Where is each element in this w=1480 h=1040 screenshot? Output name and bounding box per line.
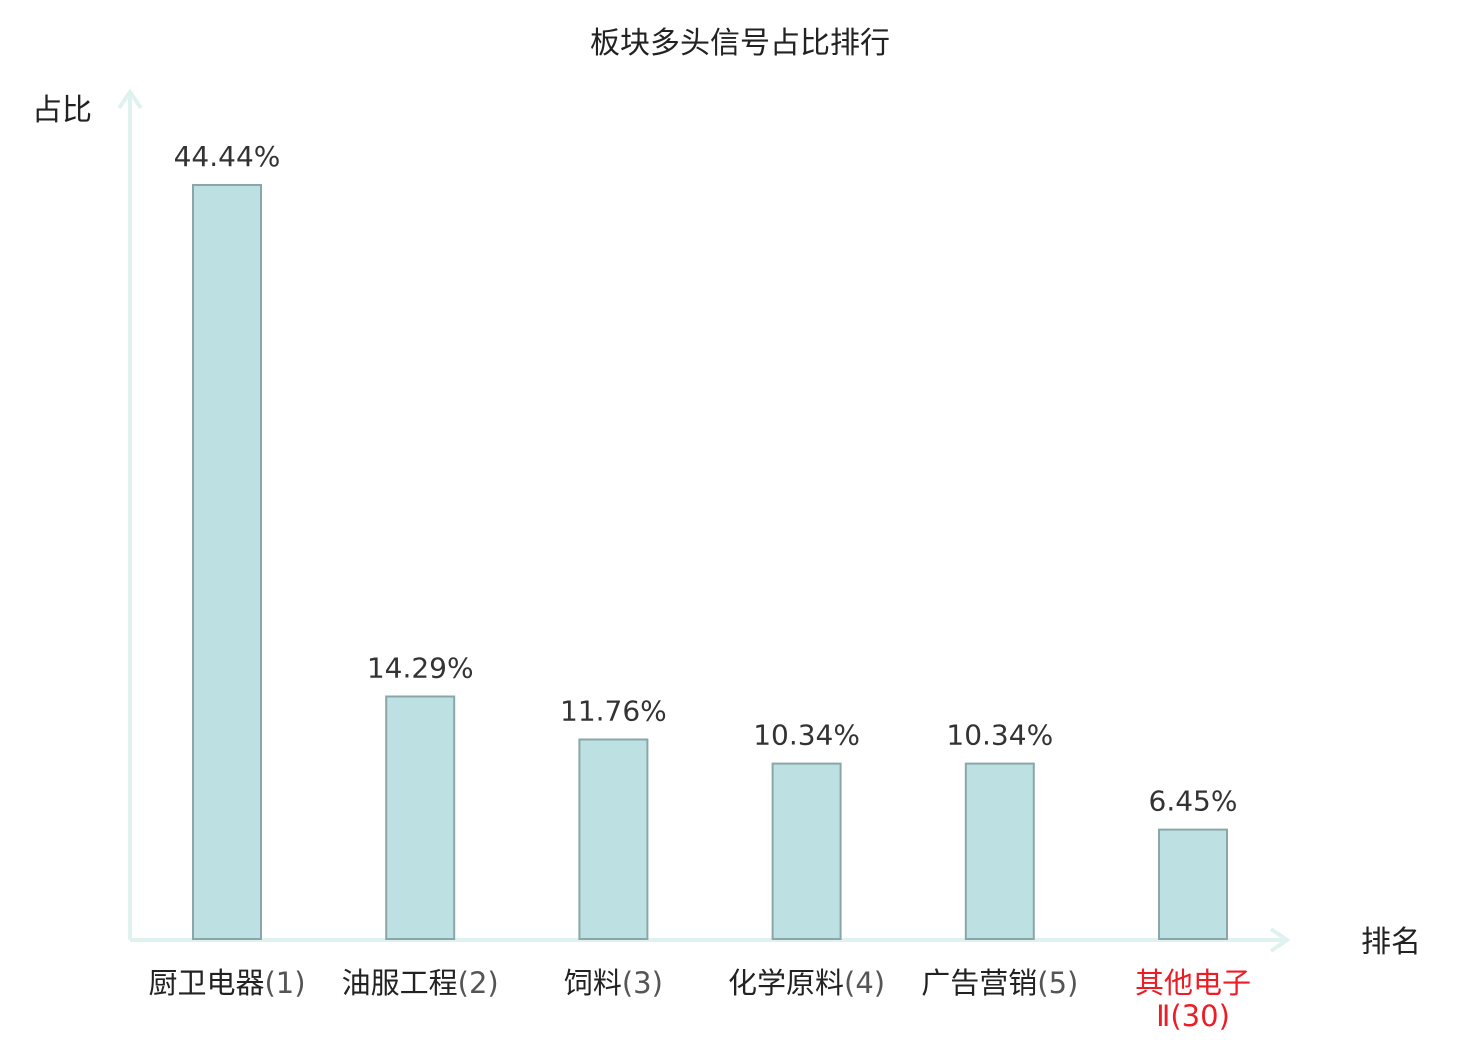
data-label-4: 10.34% [753, 719, 860, 752]
category-label-5: 广告营销(5) [921, 966, 1078, 1000]
bar-6 [1158, 828, 1228, 940]
x-axis-title: 排名 [1361, 925, 1421, 960]
data-label-5: 10.34% [946, 719, 1053, 752]
category-label-2: 油服工程(2) [342, 966, 499, 1000]
y-axis [117, 88, 143, 940]
y-axis-title: 占比 [32, 93, 92, 128]
bar-3 [578, 738, 649, 940]
data-label-6: 6.45% [1149, 785, 1238, 818]
chart-title: 板块多头信号占比排行 [590, 26, 890, 61]
category-label-1: 厨卫电器(1) [148, 966, 305, 1000]
category-label-3: 饲料(3) [564, 966, 663, 1000]
data-label-2: 14.29% [367, 652, 474, 685]
data-label-3: 11.76% [560, 695, 667, 728]
bar-1 [192, 184, 262, 940]
bar-5 [964, 762, 1035, 940]
x-axis [130, 927, 1291, 953]
bar-2 [385, 695, 456, 940]
category-label-6: 其他电子 Ⅱ(30) [1135, 966, 1251, 1033]
category-label-4: 化学原料(4) [728, 966, 885, 1000]
category-labels-group: 厨卫电器(1) 油服工程(2) 饲料(3) 化学原料(4) 广告营销(5) 其他电子 Ⅱ(3… [148, 966, 1251, 1033]
data-labels-group: 44.44% 14.29% 11.76% 10.34% 10.34% 6.45% [174, 140, 1238, 818]
bar-4 [771, 762, 842, 940]
bars-group [192, 184, 1228, 940]
data-label-1: 44.44% [174, 140, 281, 173]
